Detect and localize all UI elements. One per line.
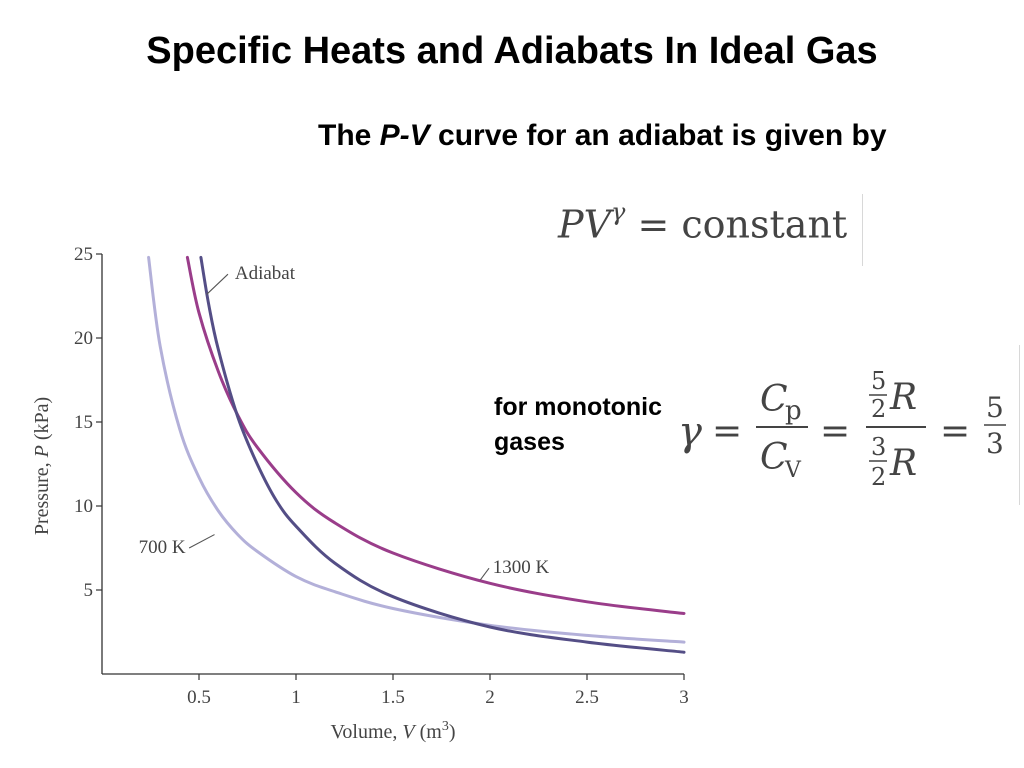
gas-note: for monotonic gases — [494, 393, 663, 456]
gamma-symbol: γ — [678, 409, 702, 455]
pv-equation-exponent: γ — [611, 198, 626, 226]
pv-equation: PVγ = constant — [555, 194, 863, 266]
intro-variable: P-V — [379, 119, 430, 152]
y-tick-label: 10 — [74, 496, 93, 517]
pv-equation-lhs: PV — [558, 202, 612, 247]
annotation-leader-adiabat — [206, 273, 229, 295]
gamma-equals-2: = — [820, 411, 850, 452]
annotation-label-1300-k: 1300 K — [493, 557, 550, 578]
frac1-num: 5 — [871, 367, 886, 395]
x-tick-label: 3 — [679, 687, 689, 708]
intro-before: The — [318, 119, 380, 152]
y-tick-label: 5 — [84, 580, 94, 601]
result-den: 3 — [986, 427, 1004, 460]
cv-subscript: V — [784, 458, 802, 483]
y-axis-label: Pressure, P (kPa) — [31, 397, 53, 535]
frac2-num: 3 — [871, 433, 886, 461]
intro-after: curve for an adiabat is given by — [429, 119, 887, 152]
chart-series — [147, 255, 686, 654]
series-line-700-k — [147, 255, 686, 644]
x-tick-label: 2.5 — [575, 687, 599, 708]
numerator-R: R — [889, 377, 917, 418]
gamma-equals-3: = — [940, 411, 970, 452]
x-tick-label: 0.5 — [187, 687, 211, 708]
gamma-equation-svg: γ = C p C V = 5 2 R 3 2 R = 5 3 — [678, 367, 1006, 491]
intro-text: The P-V curve for an adiabat is given by — [318, 114, 918, 158]
y-tick-label: 15 — [74, 412, 93, 433]
annotation-label-adiabat: Adiabat — [235, 263, 296, 284]
x-tick-label: 1 — [291, 687, 301, 708]
annotation-label-700-k: 700 K — [139, 537, 186, 558]
gamma-equation: γ = C p C V = 5 2 R 3 2 R = 5 3 — [670, 345, 1020, 505]
series-line-1300-k — [185, 255, 686, 615]
annotation-leader-1300-k — [479, 567, 490, 581]
pv-equation-text: PVγ = constant — [558, 198, 848, 247]
pv-chart: 0.5 1 1.5 2 2.5 3 5 10 15 20 25 Adiabat 700 K 1300 K… — [31, 244, 689, 743]
gamma-equals-1: = — [712, 411, 742, 452]
y-tick-label: 25 — [74, 244, 93, 265]
pv-equation-rhs: constant — [681, 202, 848, 247]
frac1-den: 2 — [871, 395, 886, 423]
chart-axes: 0.5 1 1.5 2 2.5 3 5 10 15 20 25 — [74, 244, 689, 708]
chart-annotations: Adiabat 700 K 1300 K — [139, 263, 550, 581]
denominator-R: R — [889, 443, 917, 484]
y-tick-label: 20 — [74, 328, 93, 349]
cv-letter: C — [760, 437, 788, 478]
x-axis-label: Volume, V (m3) — [331, 719, 456, 743]
slide-title: Specific Heats and Adiabats In Ideal Gas — [146, 30, 878, 72]
cp-letter: C — [760, 379, 788, 420]
frac2-den: 2 — [871, 463, 886, 491]
annotation-leader-700-k — [188, 534, 215, 549]
x-tick-label: 1.5 — [381, 687, 405, 708]
cp-subscript: p — [785, 396, 802, 426]
pv-equation-equals: = — [637, 202, 670, 247]
x-tick-label: 2 — [485, 687, 495, 708]
series-line-adiabat — [199, 255, 686, 654]
result-num: 5 — [986, 391, 1004, 424]
